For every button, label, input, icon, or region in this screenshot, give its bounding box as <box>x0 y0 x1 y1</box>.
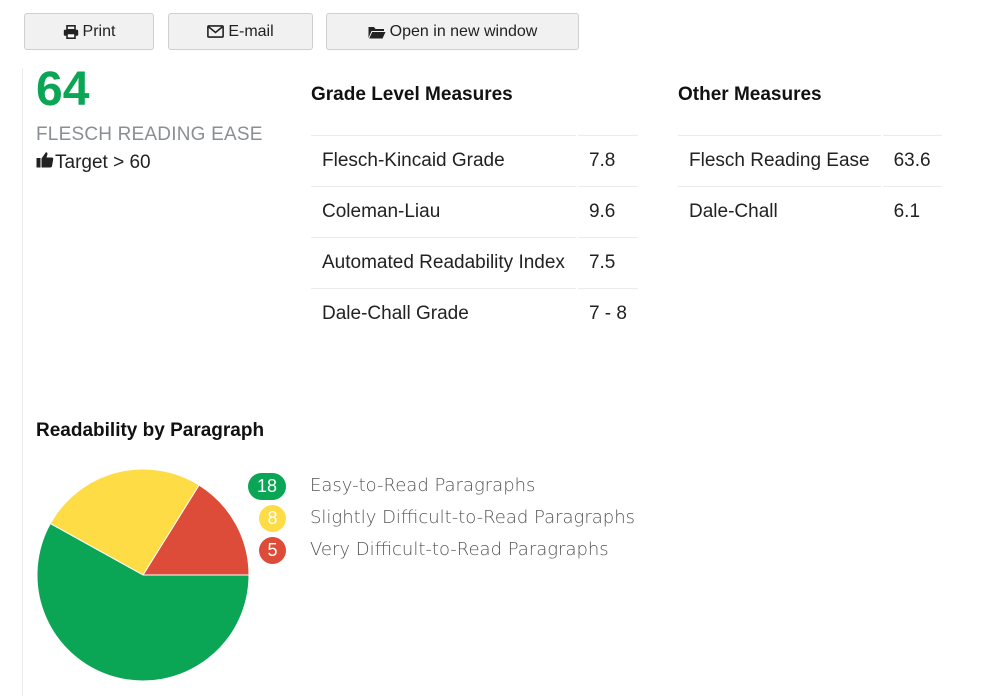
grade-level-title: Grade Level Measures <box>311 84 513 105</box>
print-button[interactable]: Print <box>24 13 154 50</box>
target-line: Target > 60 <box>36 151 151 174</box>
target-text: Target > 60 <box>55 151 151 173</box>
measure-name: Dale-Chall <box>678 186 882 238</box>
very-difficult-label: Very Difficult-to-Read Paragraphs <box>310 539 609 560</box>
folder-open-icon <box>368 25 386 39</box>
paragraph-pie-chart <box>36 468 250 682</box>
pie-slice-very-difficult <box>142 484 250 576</box>
open-new-window-button[interactable]: Open in new window <box>326 13 579 50</box>
score-label: FLESCH READING EASE <box>36 124 263 145</box>
table-row: Dale-Chall Grade 7 - 8 <box>311 288 638 340</box>
paragraph-readability-title: Readability by Paragraph <box>36 420 265 441</box>
email-button[interactable]: E-mail <box>168 13 313 50</box>
measure-name: Coleman-Liau <box>311 186 577 238</box>
table-row: Flesch Reading Ease 63.6 <box>678 135 942 187</box>
measure-name: Flesch-Kincaid Grade <box>311 135 577 187</box>
measure-value: 7 - 8 <box>575 288 638 340</box>
print-icon <box>63 24 79 39</box>
measure-value: 9.6 <box>575 186 638 238</box>
slightly-difficult-count-badge: 8 <box>259 505 286 532</box>
thumbs-up-icon <box>36 151 55 174</box>
measure-name: Dale-Chall Grade <box>311 288 577 340</box>
very-difficult-count-badge: 5 <box>259 537 286 564</box>
measure-name: Automated Readability Index <box>311 237 577 289</box>
measure-value: 7.5 <box>575 237 638 289</box>
table-row: Automated Readability Index 7.5 <box>311 237 638 289</box>
easy-label: Easy-to-Read Paragraphs <box>310 475 536 496</box>
measure-name: Flesch Reading Ease <box>678 135 882 187</box>
other-measures-table: Flesch Reading Ease 63.6 Dale-Chall 6.1 <box>678 135 942 238</box>
print-label: Print <box>82 22 116 40</box>
measure-value: 63.6 <box>880 135 942 187</box>
measure-value: 7.8 <box>575 135 638 187</box>
pie-slice-slightly-difficult <box>49 468 200 576</box>
easy-count-badge: 18 <box>248 473 286 500</box>
pie-slice-easy <box>36 522 250 682</box>
envelope-icon <box>207 25 225 38</box>
open-label: Open in new window <box>389 22 538 40</box>
table-row: Flesch-Kincaid Grade 7.8 <box>311 135 638 187</box>
score-value: 64 <box>36 63 90 116</box>
divider <box>22 68 23 696</box>
table-row: Dale-Chall 6.1 <box>678 186 942 238</box>
measure-value: 6.1 <box>880 186 942 238</box>
slightly-difficult-label: Slightly Difficult-to-Read Paragraphs <box>310 507 635 528</box>
email-label: E-mail <box>228 22 274 40</box>
grade-level-table: Flesch-Kincaid Grade 7.8 Coleman-Liau 9.… <box>311 135 638 340</box>
table-row: Coleman-Liau 9.6 <box>311 186 638 238</box>
other-measures-title: Other Measures <box>678 84 822 105</box>
